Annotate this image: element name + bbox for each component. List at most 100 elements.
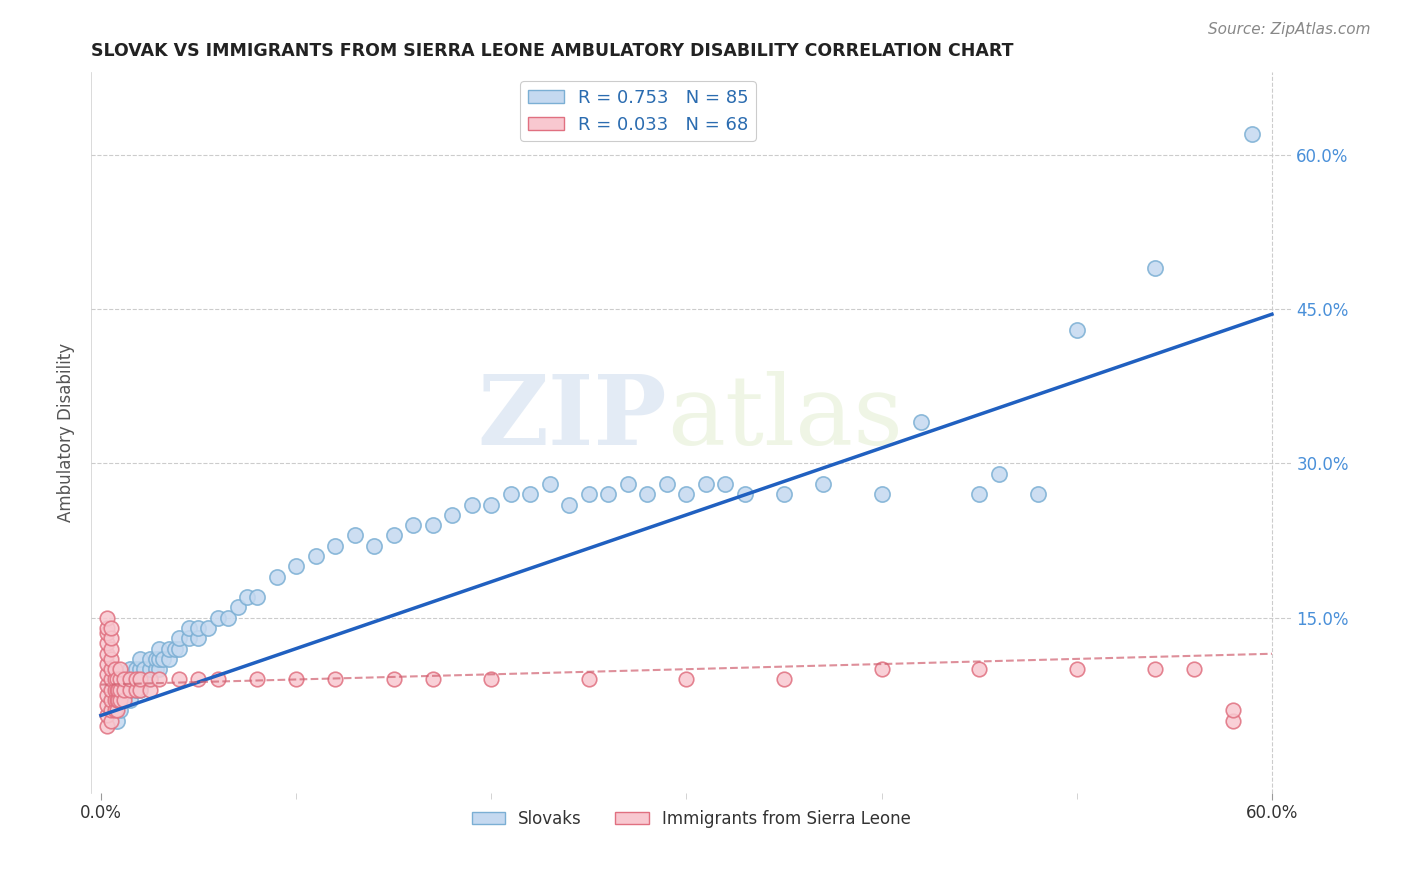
Point (96, 626, 118, 640)
Point (538, 477, 561, 491)
Point (148, 652, 170, 666)
Point (870, 662, 893, 676)
Point (636, 487, 658, 501)
Point (148, 673, 170, 687)
Point (246, 590, 269, 604)
Point (479, 673, 502, 687)
Point (105, 682, 128, 697)
Point (138, 662, 160, 676)
Point (112, 693, 135, 707)
Point (100, 693, 122, 707)
Point (96, 708, 118, 723)
Point (987, 467, 1010, 481)
Point (910, 415, 932, 429)
Point (519, 487, 541, 501)
Point (110, 682, 132, 697)
Point (402, 518, 425, 533)
Point (105, 673, 128, 687)
Point (105, 703, 128, 717)
Point (103, 662, 125, 676)
Point (100, 693, 122, 707)
Point (773, 487, 796, 501)
Point (96, 647, 118, 661)
Point (107, 693, 129, 707)
Point (187, 621, 209, 635)
Point (167, 673, 190, 687)
Point (100, 682, 122, 697)
Point (187, 632, 209, 646)
Point (461, 498, 484, 512)
Point (100, 703, 122, 717)
Point (177, 632, 200, 646)
Point (129, 652, 152, 666)
Point (1143, 260, 1166, 275)
Point (100, 682, 122, 697)
Point (96, 611, 118, 625)
Point (105, 682, 128, 697)
Point (148, 641, 170, 656)
Y-axis label: Ambulatory Disability: Ambulatory Disability (58, 343, 75, 522)
Point (578, 673, 600, 687)
Point (96, 621, 118, 635)
Legend: Slovaks, Immigrants from Sierra Leone: Slovaks, Immigrants from Sierra Leone (465, 804, 918, 835)
Point (343, 528, 366, 542)
Point (125, 662, 148, 676)
Point (96, 657, 118, 671)
Point (120, 682, 142, 697)
Point (103, 673, 125, 687)
Point (1182, 662, 1205, 676)
Point (479, 498, 502, 512)
Point (1222, 714, 1244, 728)
Point (617, 477, 640, 491)
Point (125, 673, 148, 687)
Point (145, 662, 167, 676)
Point (1222, 703, 1244, 717)
Point (96, 667, 118, 681)
Point (100, 662, 122, 676)
Point (145, 652, 167, 666)
Text: SLOVAK VS IMMIGRANTS FROM SIERRA LEONE AMBULATORY DISABILITY CORRELATION CHART: SLOVAK VS IMMIGRANTS FROM SIERRA LEONE A… (91, 42, 1014, 60)
Point (870, 487, 893, 501)
Point (110, 682, 132, 697)
Point (148, 662, 170, 676)
Point (100, 714, 122, 728)
Point (152, 652, 174, 666)
Point (157, 652, 180, 666)
Point (441, 508, 464, 522)
Point (112, 673, 135, 687)
Point (120, 673, 142, 687)
Point (236, 590, 259, 604)
Point (138, 673, 160, 687)
Point (120, 673, 142, 687)
Point (96, 636, 118, 650)
Point (125, 682, 148, 697)
Point (967, 487, 990, 501)
Point (422, 673, 444, 687)
Point (734, 487, 756, 501)
Point (382, 673, 405, 687)
Point (100, 673, 122, 687)
Point (695, 477, 717, 491)
Point (675, 487, 697, 501)
Point (110, 673, 132, 687)
Point (107, 682, 129, 697)
Point (112, 682, 135, 697)
Point (207, 611, 229, 625)
Point (120, 693, 142, 707)
Point (120, 682, 142, 697)
Point (103, 693, 125, 707)
Point (110, 673, 132, 687)
Point (499, 487, 522, 501)
Point (110, 693, 132, 707)
Text: Source: ZipAtlas.com: Source: ZipAtlas.com (1208, 22, 1371, 37)
Point (132, 662, 155, 676)
Point (96, 698, 118, 713)
Point (165, 641, 187, 656)
Point (811, 477, 834, 491)
Text: atlas: atlas (668, 371, 903, 465)
Point (100, 621, 122, 635)
Point (112, 682, 135, 697)
Point (187, 673, 209, 687)
Point (125, 673, 148, 687)
Point (266, 569, 288, 583)
